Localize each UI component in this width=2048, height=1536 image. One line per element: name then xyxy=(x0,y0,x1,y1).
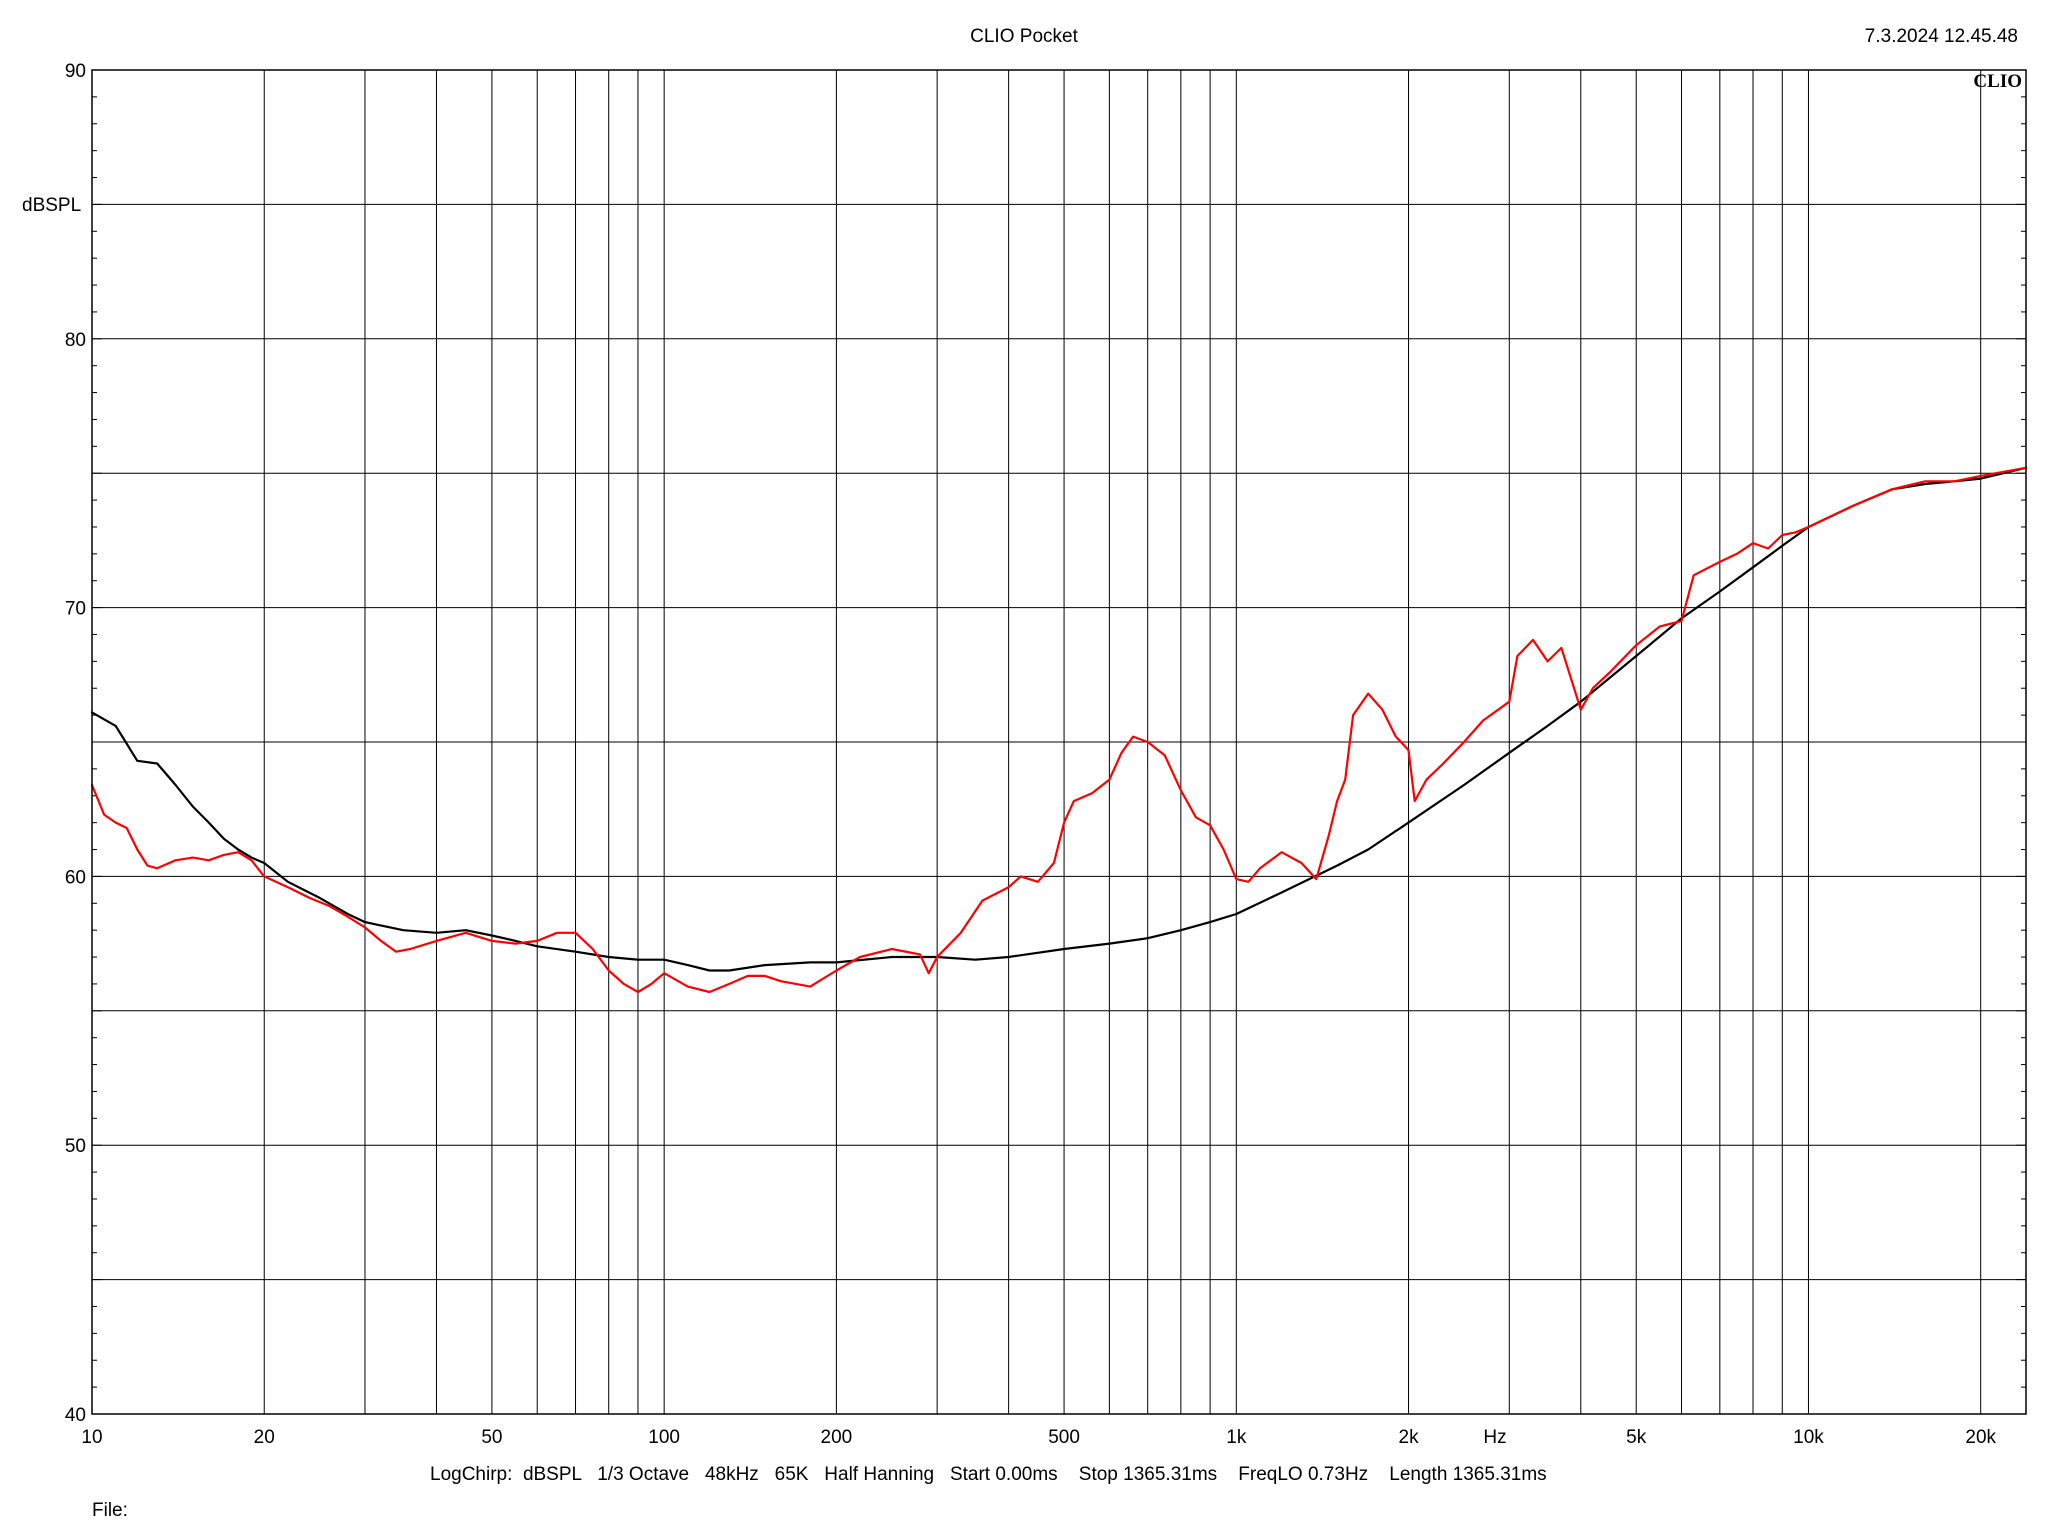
app-title: CLIO Pocket xyxy=(970,26,1078,47)
timestamp: 7.3.2024 12.45.48 xyxy=(1865,26,2018,47)
series-lines xyxy=(90,466,2028,994)
brand-logo: CLIO xyxy=(1973,71,2022,92)
file-label: File: xyxy=(92,1500,128,1521)
tick-labels: 10 20 50 100 200 500 1k 2k 5k 10k 20k 40 50 60 70 80 90 xyxy=(65,61,1997,1448)
x-tick-label: 1k xyxy=(1226,1427,1247,1448)
plot-frame xyxy=(91,69,2027,1415)
grid xyxy=(91,69,2026,1415)
x-tick-label: 500 xyxy=(1048,1427,1080,1448)
y-tick-label: 90 xyxy=(65,61,86,82)
measurement-params: LogChirp: dBSPL 1/3 Octave 48kHz 65K Hal… xyxy=(430,1464,1547,1485)
x-tick-label: 5k xyxy=(1626,1427,1647,1448)
x-tick-label: 10 xyxy=(81,1427,102,1448)
y-tick-label: 40 xyxy=(65,1405,86,1426)
y-tick-label: 60 xyxy=(65,867,86,888)
x-tick-label: 2k xyxy=(1399,1427,1420,1448)
x-tick-label: 200 xyxy=(821,1427,853,1448)
x-tick-label: 100 xyxy=(648,1427,680,1448)
x-axis-label: Hz xyxy=(1483,1427,1506,1448)
y-tick-label: 80 xyxy=(65,330,86,351)
y-tick-label: 50 xyxy=(65,1136,86,1157)
x-tick-label: 20k xyxy=(1965,1427,1996,1448)
x-tick-label: 50 xyxy=(481,1427,502,1448)
y-tick-label: 70 xyxy=(65,599,86,620)
series-line-2 xyxy=(90,466,2028,994)
x-tick-label: 10k xyxy=(1793,1427,1824,1448)
y-axis-label: dBSPL xyxy=(22,195,81,216)
x-tick-label: 20 xyxy=(254,1427,275,1448)
